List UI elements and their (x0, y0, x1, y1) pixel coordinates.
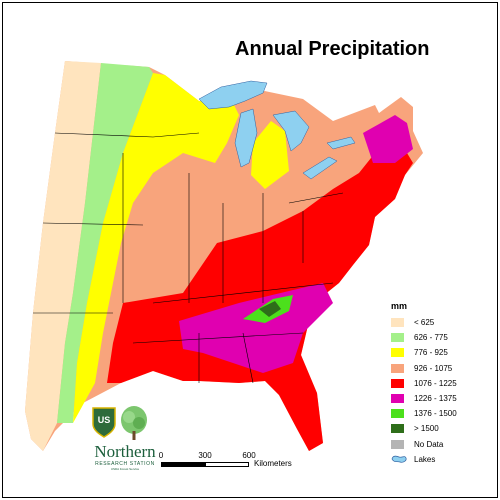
legend-item: 1376 - 1500 (391, 406, 495, 421)
legend-label: 626 - 775 (414, 333, 448, 343)
legend-item: 1226 - 1375 (391, 391, 495, 406)
lake-ontario (326, 136, 356, 150)
lake-superior (198, 80, 268, 110)
legend-label: > 1500 (414, 424, 439, 434)
legend-swatch (391, 318, 404, 328)
legend-swatch (391, 333, 404, 343)
lake-huron (272, 110, 310, 152)
legend-item: 626 - 775 (391, 330, 495, 345)
state-boundaries (33, 132, 344, 384)
zone-776-925 (73, 73, 239, 423)
legend-item: < 625 (391, 315, 495, 330)
legend-swatch (391, 378, 404, 388)
legend-label: < 625 (414, 318, 435, 328)
legend-swatch (391, 424, 404, 434)
zone-lt-625 (25, 61, 101, 451)
map-title: Annual Precipitation (235, 38, 430, 60)
legend-swatch (391, 439, 404, 449)
legend: mm < 625 626 - 775 776 - 925 926 - 1075 … (391, 301, 495, 467)
legend-item: 926 - 1075 (391, 361, 495, 376)
legend-item: No Data (391, 437, 495, 452)
shield-text: US (98, 415, 111, 425)
legend-swatch (391, 363, 404, 373)
zone-1076-1225 (107, 143, 413, 451)
logo-subtitle: RESEARCH STATION (95, 461, 155, 467)
zone-776-925-michigan (251, 121, 289, 189)
legend-item: 1076 - 1225 (391, 376, 495, 391)
legend-label: 1076 - 1225 (414, 378, 457, 388)
scale-bar-segment (161, 462, 205, 467)
legend-unit: mm (391, 301, 408, 311)
zone-1226-1375 (179, 283, 333, 373)
legend-item: 776 - 925 (391, 345, 495, 360)
logo-tagline: USDA Forest Service (110, 467, 140, 471)
legend-label: No Data (414, 439, 444, 449)
scale-tick-label: 300 (198, 451, 212, 460)
precipitation-map (25, 61, 423, 451)
scale-tick-label: 0 (158, 451, 164, 460)
logo-name: Northern (94, 442, 156, 461)
legend-label: 926 - 1075 (414, 363, 453, 373)
northern-research-station-logo: Northern RESEARCH STATION USDA Forest Se… (89, 442, 161, 472)
scale-bar: 0 300 600 Kilometers (159, 451, 389, 481)
legend-label-lakes: Lakes (414, 454, 436, 464)
legend-label: 1226 - 1375 (414, 394, 457, 404)
tree-icon (121, 406, 147, 440)
lake-erie (302, 156, 338, 180)
zone-1226-1375-northeast (363, 115, 413, 163)
scale-unit: Kilometers (254, 459, 292, 468)
scale-bar-segment (205, 462, 249, 467)
legend-swatch (391, 348, 404, 358)
legend-label: 1376 - 1500 (414, 409, 457, 419)
usfs-shield-icon: US (92, 407, 116, 438)
legend-swatch (391, 394, 404, 404)
legend-item: > 1500 (391, 421, 495, 436)
lake-michigan (234, 108, 258, 168)
legend-swatch (391, 409, 404, 419)
zone-626-775 (57, 63, 153, 423)
legend-label: 776 - 925 (414, 348, 448, 358)
scale-tick-label: 600 (242, 451, 256, 460)
zone-gt-1500 (259, 301, 281, 317)
lakes-icon (391, 456, 407, 463)
legend-item-lakes: Lakes (391, 452, 495, 467)
